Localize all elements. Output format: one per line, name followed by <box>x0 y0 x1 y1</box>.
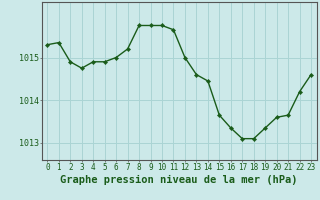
X-axis label: Graphe pression niveau de la mer (hPa): Graphe pression niveau de la mer (hPa) <box>60 175 298 185</box>
